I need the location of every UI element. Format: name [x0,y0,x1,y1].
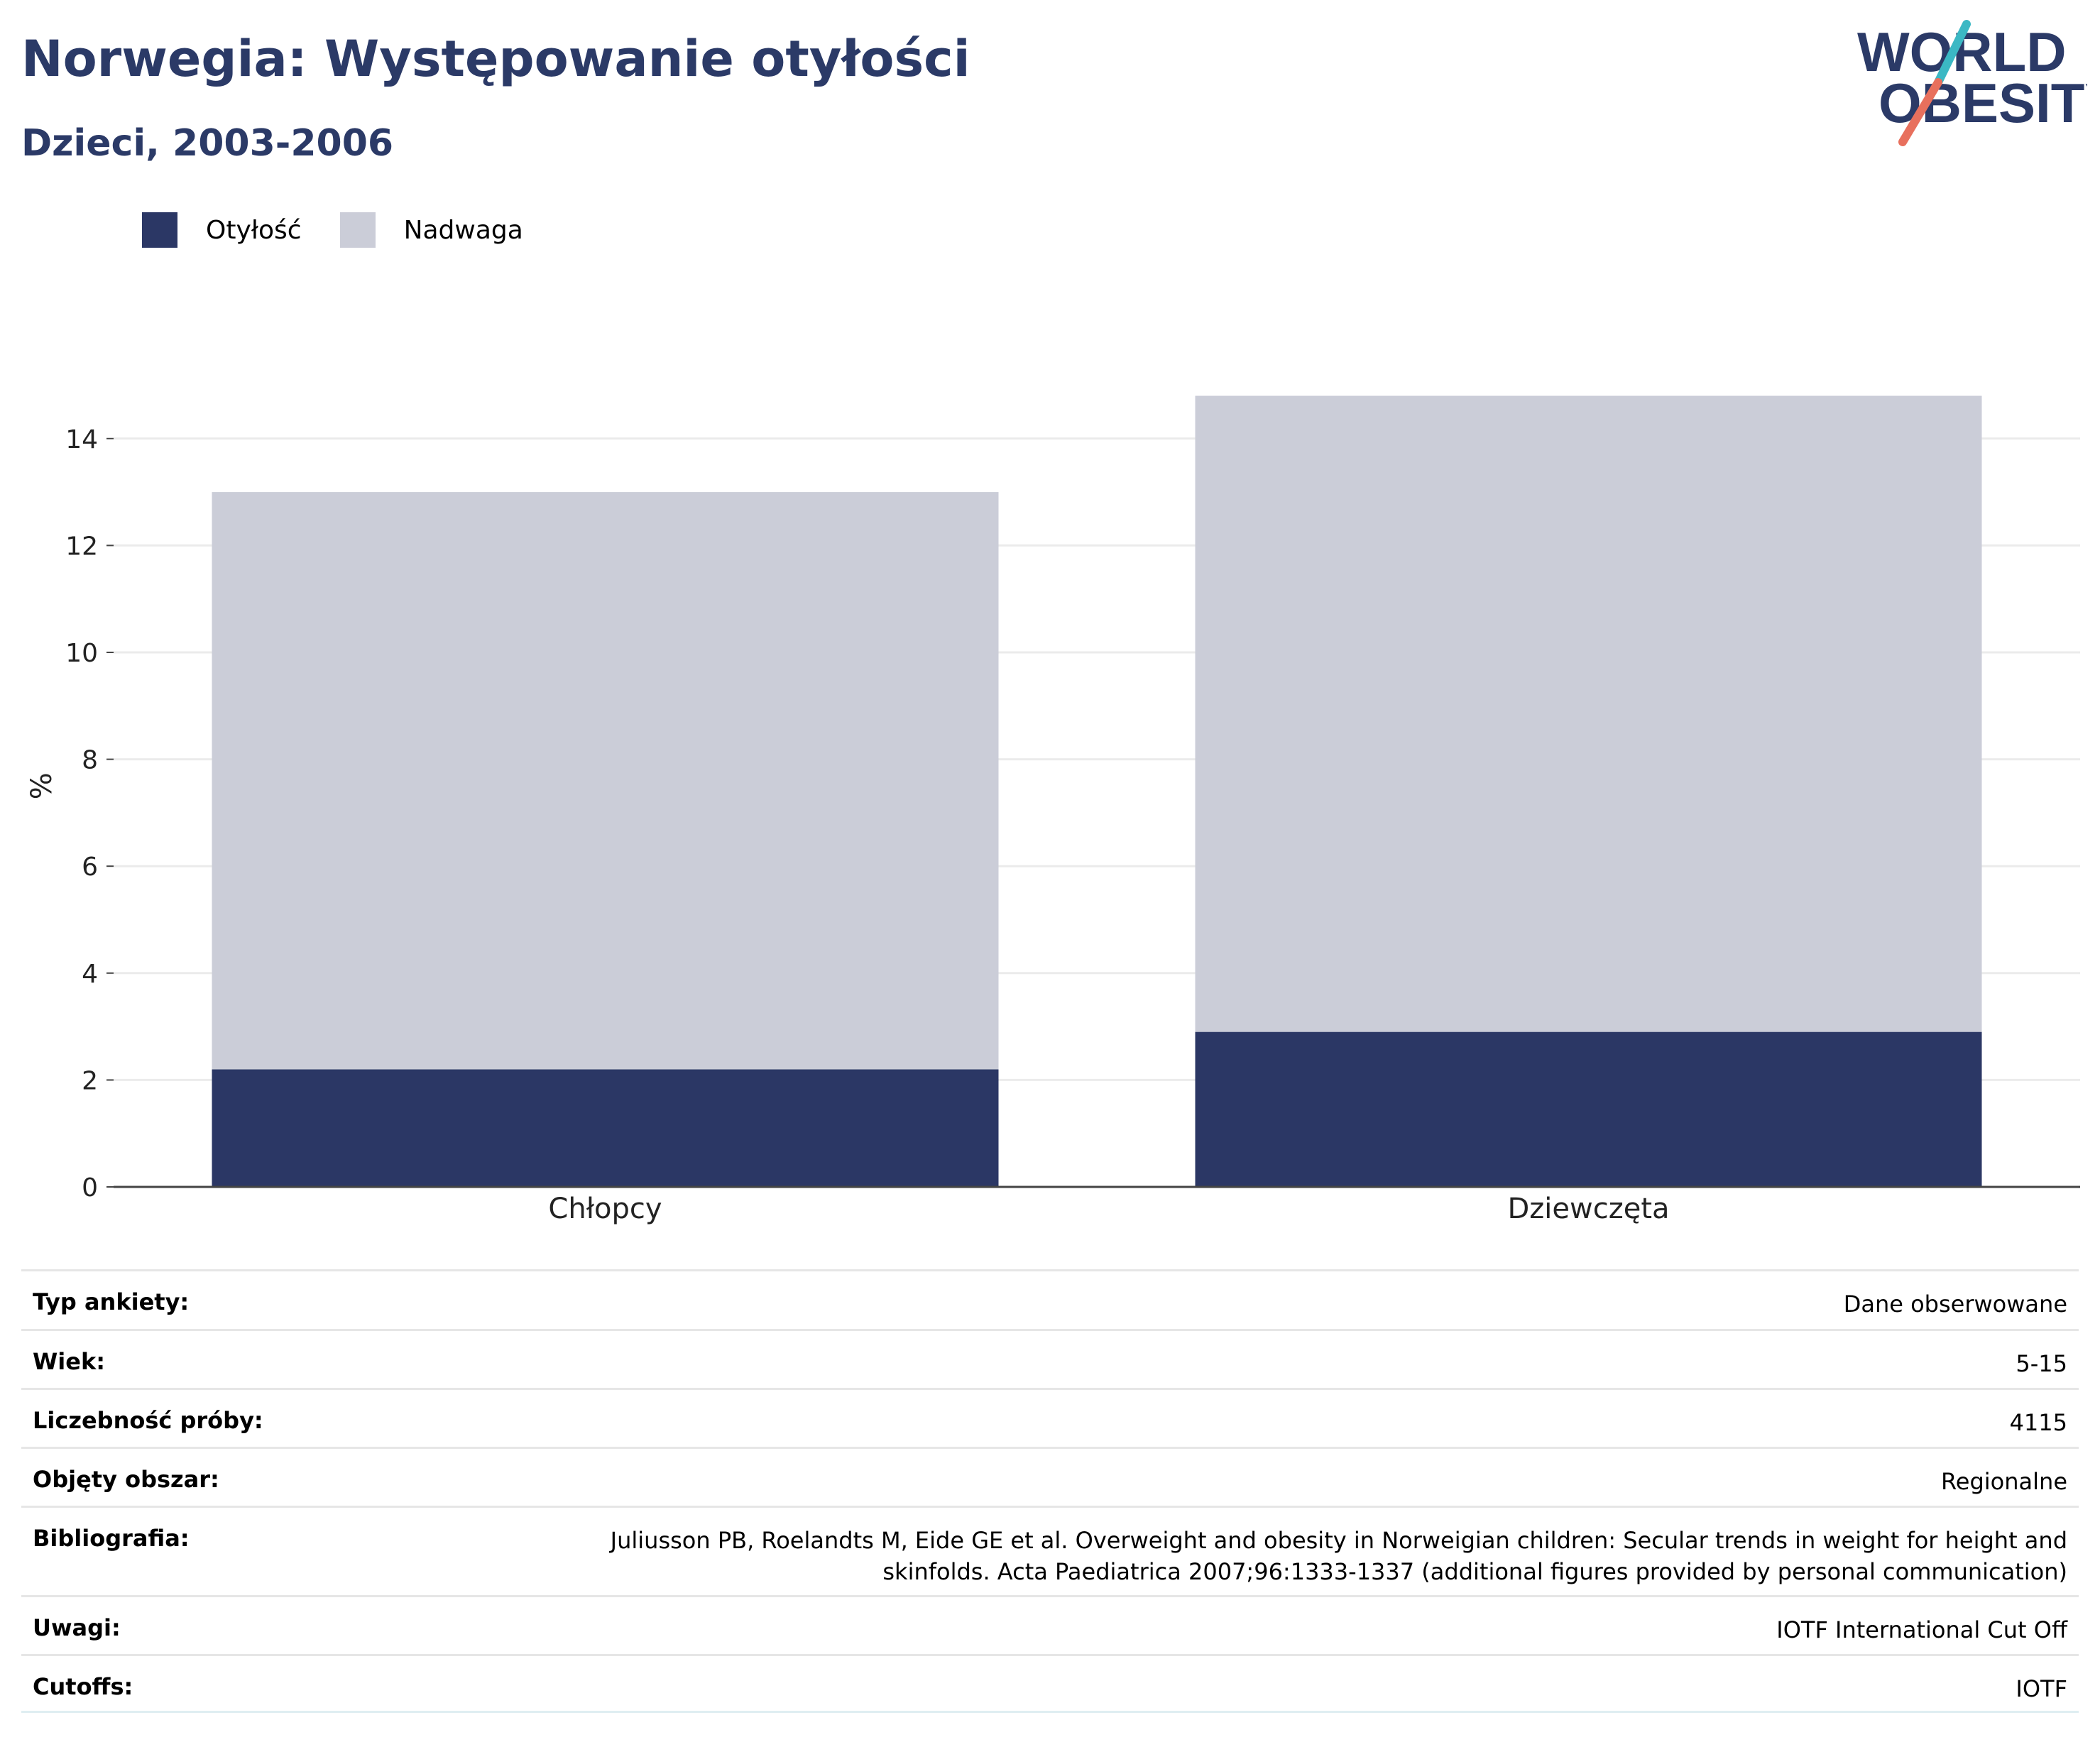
bar-obesity [212,1069,999,1187]
y-tick-label: 0 [82,1173,98,1203]
legend-item-overweight[interactable]: Nadwaga [339,212,523,248]
bar-obesity [1195,1031,1982,1187]
bar-overweight [1195,395,1982,1032]
meta-row-cutoffs: Cutoffs: IOTF [21,1654,2079,1713]
y-tick-label: 12 [65,532,98,561]
meta-value: Juliusson PB, Roelandts M, Eide GE et al… [610,1527,2067,1585]
y-tick-label: 2 [82,1066,98,1095]
meta-key: Objęty obszar: [33,1466,219,1493]
metadata-table: Typ ankiety: Dane obserwowane Wiek: 5-15… [21,1269,2079,1713]
meta-key: Liczebność próby: [33,1407,263,1434]
meta-value: 5-15 [2016,1350,2067,1377]
meta-key: Uwagi: [33,1614,121,1641]
meta-value: Regionalne [1940,1468,2067,1495]
meta-row-area: Objęty obszar: Regionalne [21,1447,2079,1506]
x-category-label: Dziewczęta [1507,1193,1669,1225]
y-axis-label: % [26,772,58,799]
stacked-bar-chart: 0 2 4 6 8 10 12 14% Chłopcy Dziewczęta [26,395,2080,1225]
page-title: Norwegia: Występowanie otyłości [21,30,970,88]
y-tick-label: 8 [82,746,98,775]
legend-swatch-overweight [339,212,376,248]
legend-label-obesity: Otyłość [206,215,302,245]
x-category-label: Chłopcy [548,1193,662,1225]
meta-key: Wiek: [33,1348,106,1375]
meta-row-age: Wiek: 5-15 [21,1329,2079,1388]
meta-value: IOTF [2016,1675,2067,1702]
meta-key: Cutoffs: [33,1673,133,1700]
page-subtitle: Dzieci, 2003-2006 [21,122,394,165]
logo-slash-bottom [1898,78,1942,146]
meta-value: Dane obserwowane [1843,1291,2067,1318]
meta-row-sample-size: Liczebność próby: 4115 [21,1388,2079,1447]
meta-row-notes: Uwagi: IOTF International Cut Off [21,1595,2079,1654]
legend-swatch-obesity [142,212,177,248]
meta-value: IOTF International Cut Off [1776,1616,2067,1643]
bar-overweight [212,492,999,1070]
world-obesity-logo: WORLD OBESITY [1857,20,2087,146]
meta-row-bibliography: Bibliografia: Juliusson PB, Roelandts M,… [21,1506,2079,1595]
meta-row-survey-type: Typ ankiety: Dane obserwowane [21,1269,2079,1329]
meta-value: 4115 [2009,1409,2067,1436]
y-tick-label: 10 [65,639,98,668]
meta-key: Typ ankiety: [33,1288,190,1315]
legend-label-overweight: Nadwaga [403,215,523,245]
y-tick-label: 4 [82,960,98,989]
meta-key: Bibliografia: [33,1525,190,1552]
logo-slash-top [1934,20,1971,87]
legend-item-obesity[interactable]: Otyłość [142,212,302,248]
y-tick-label: 14 [65,425,98,454]
y-tick-label: 6 [82,853,98,882]
chart-legend: Otyłość Nadwaga [142,210,562,250]
